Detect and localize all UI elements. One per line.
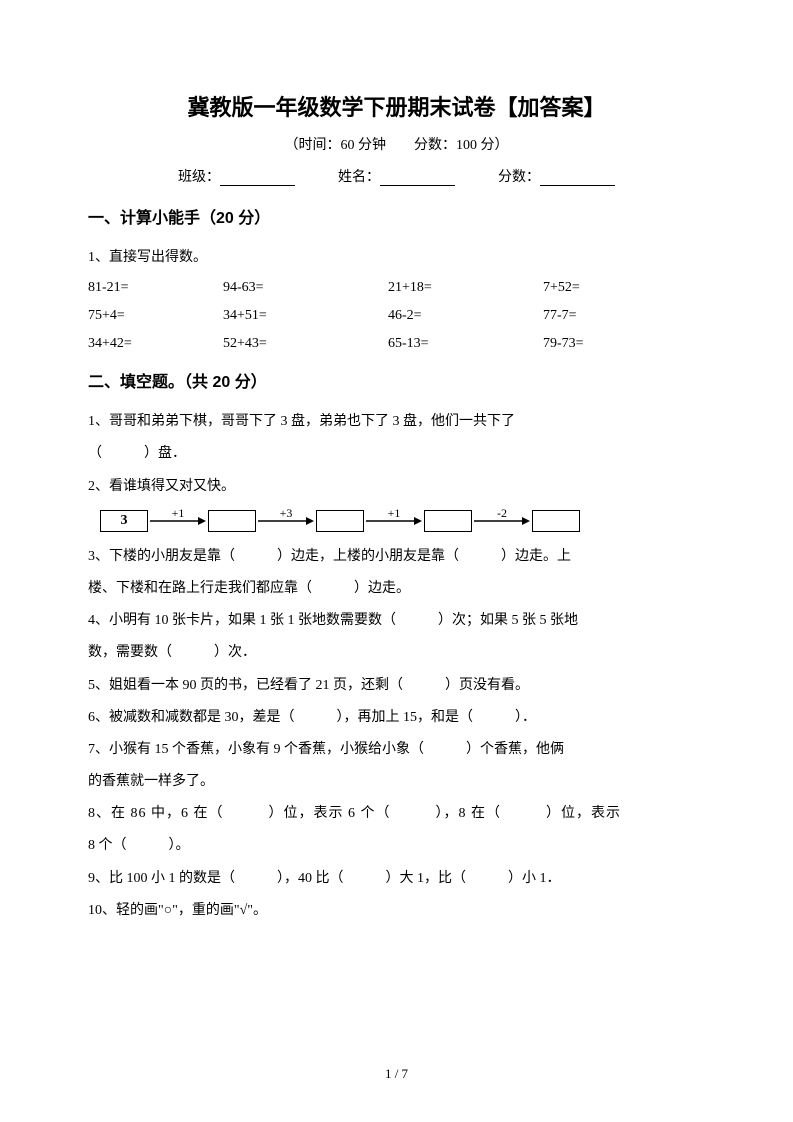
score-label: 分数： <box>498 170 540 185</box>
flow-arrow: +1 <box>150 520 206 522</box>
s2-q5: 5、姐姐看一本 90 页的书，已经看了 21 页，还剩（ ）页没有看。 <box>88 670 705 702</box>
page-title: 冀教版一年级数学下册期末试卷【加答案】 <box>88 90 705 122</box>
calc-row: 34+42=52+43=65-13=79-73= <box>88 330 705 358</box>
section1-header: 一、计算小能手（20 分） <box>88 204 705 228</box>
s2-q8-l1: 8、在 86 中，6 在（ ）位，表示 6 个（ ），8 在（ ）位，表示 <box>88 798 705 830</box>
calc-cell: 65-13= <box>388 330 543 358</box>
s2-q2: 2、看谁填得又对又快。 <box>88 471 705 503</box>
name-label: 姓名： <box>338 170 380 185</box>
s2-q7-l1: 7、小猴有 15 个香蕉，小象有 9 个香蕉，小猴给小象（ ）个香蕉，他俩 <box>88 734 705 766</box>
subtitle: （时间：60 分钟 分数：100 分） <box>88 134 705 154</box>
calc-cell: 7+52= <box>543 274 705 302</box>
info-row: 班级： 姓名： 分数： <box>88 166 705 186</box>
s2-q9: 9、比 100 小 1 的数是（ ），40 比（ ）大 1，比（ ）小 1． <box>88 863 705 895</box>
calc-cell: 75+4= <box>88 302 223 330</box>
calc-cell: 46-2= <box>388 302 543 330</box>
s2-q7-l2: 的香蕉就一样多了。 <box>88 766 705 798</box>
calc-table: 81-21=94-63=21+18=7+52=75+4=34+51=46-2=7… <box>88 274 705 358</box>
flow-box-start: 3 <box>100 510 148 532</box>
s2-q1-l2: （ ）盘． <box>88 438 705 470</box>
s2-q3-l2: 楼、下楼和在路上行走我们都应靠（ ）边走。 <box>88 573 705 605</box>
s2-q3-l1: 3、下楼的小朋友是靠（ ）边走，上楼的小朋友是靠（ ）边走。上 <box>88 541 705 573</box>
s2-q10: 10、轻的画"○"，重的画"√"。 <box>88 895 705 927</box>
section2-header: 二、填空题。（共 20 分） <box>88 368 705 392</box>
flow-arrow: +3 <box>258 520 314 522</box>
flow-box[interactable] <box>424 510 472 532</box>
class-blank[interactable] <box>220 172 295 186</box>
s2-q4-l2: 数，需要数（ ）次． <box>88 637 705 669</box>
calc-row: 75+4=34+51=46-2=77-7= <box>88 302 705 330</box>
s2-q4-l1: 4、小明有 10 张卡片，如果 1 张 1 张地数需要数（ ）次；如果 5 张 … <box>88 605 705 637</box>
calc-cell: 34+51= <box>223 302 388 330</box>
calc-cell: 81-21= <box>88 274 223 302</box>
calc-cell: 94-63= <box>223 274 388 302</box>
calc-cell: 21+18= <box>388 274 543 302</box>
page-footer: 1 / 7 <box>0 1066 793 1082</box>
score-blank[interactable] <box>540 172 615 186</box>
calc-cell: 52+43= <box>223 330 388 358</box>
flow-box[interactable] <box>532 510 580 532</box>
class-label: 班级： <box>178 170 220 185</box>
flow-arrow: -2 <box>474 520 530 522</box>
flow-box[interactable] <box>316 510 364 532</box>
s2-q1-l1: 1、哥哥和弟弟下棋，哥哥下了 3 盘，弟弟也下了 3 盘，他们一共下了 <box>88 406 705 438</box>
s1-q1-text: 1、直接写出得数。 <box>88 242 705 274</box>
flow-arrow: +1 <box>366 520 422 522</box>
flow-diagram: 3 +1 +3 +1 -2 <box>100 507 705 535</box>
name-blank[interactable] <box>380 172 455 186</box>
s2-q6: 6、被减数和减数都是 30，差是（ ），再加上 15，和是（ ）． <box>88 702 705 734</box>
flow-box[interactable] <box>208 510 256 532</box>
calc-row: 81-21=94-63=21+18=7+52= <box>88 274 705 302</box>
calc-cell: 34+42= <box>88 330 223 358</box>
s2-q8-l2: 8 个（ ）。 <box>88 830 705 862</box>
calc-cell: 77-7= <box>543 302 705 330</box>
calc-cell: 79-73= <box>543 330 705 358</box>
